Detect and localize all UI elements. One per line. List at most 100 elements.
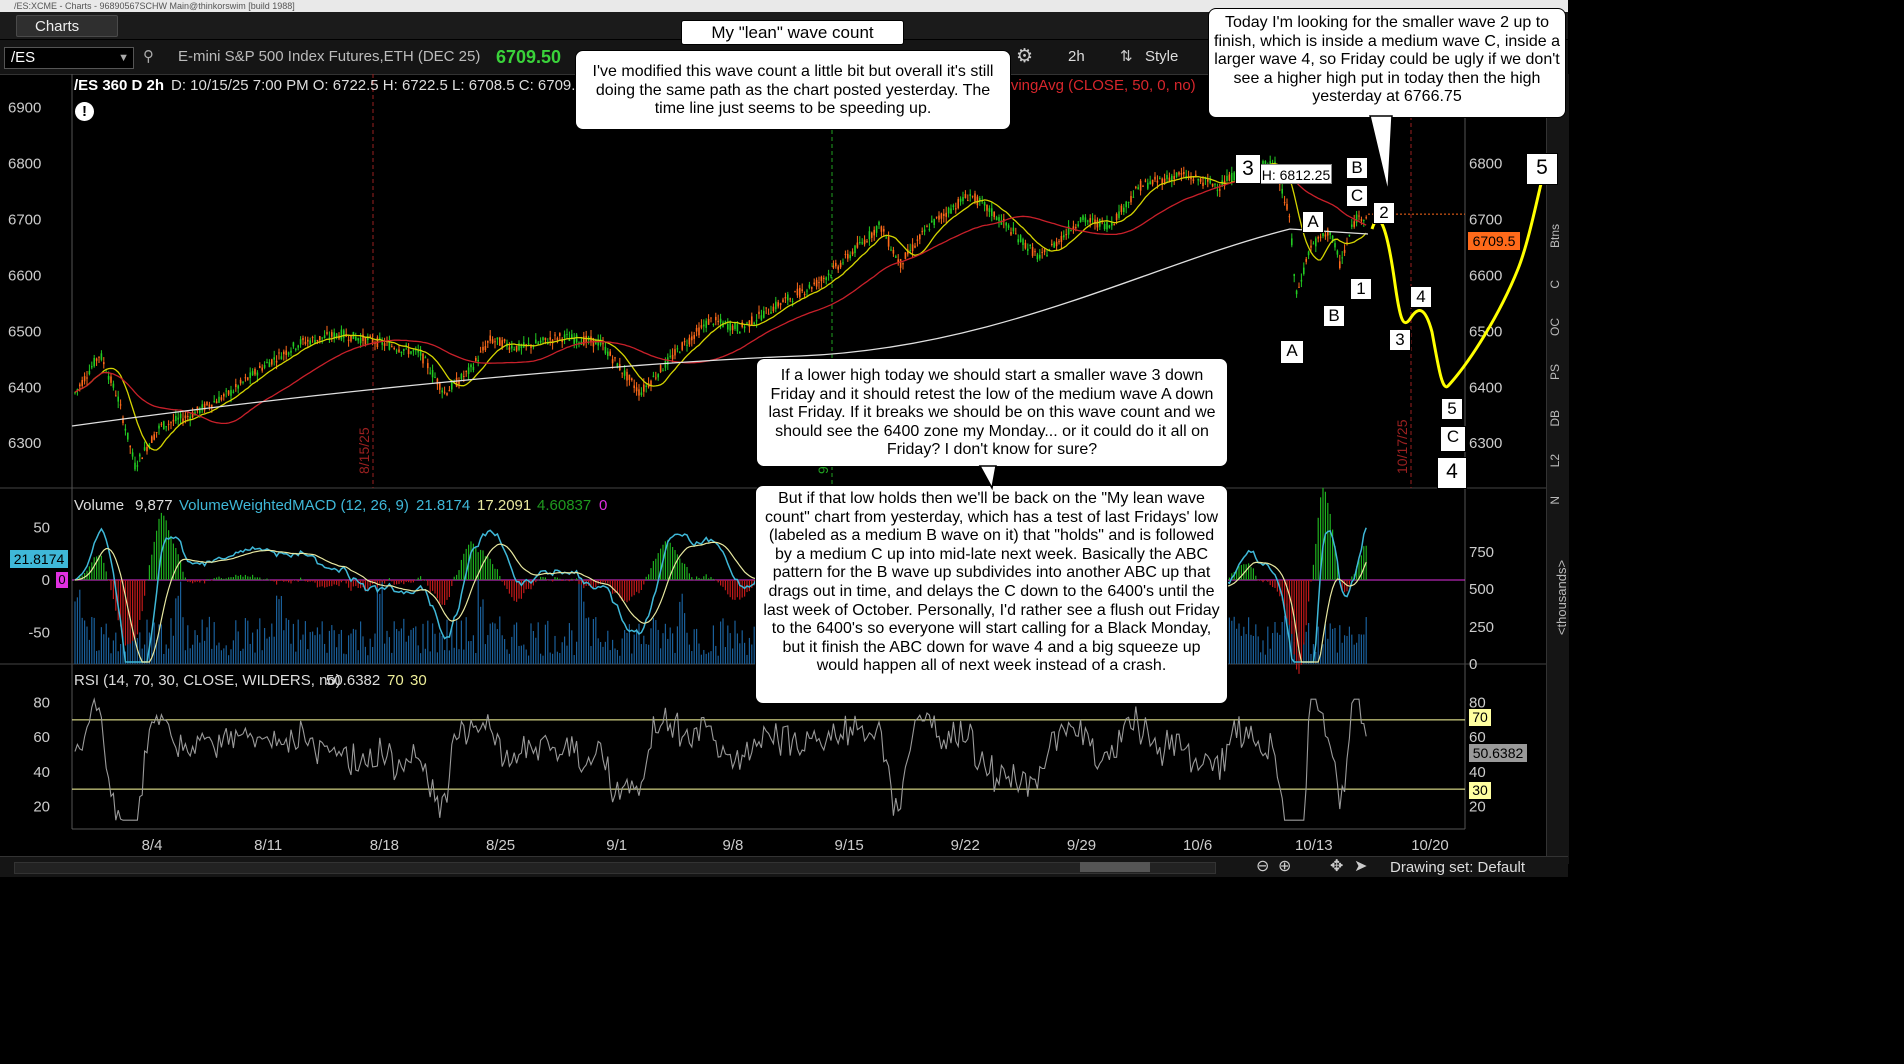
candle-body [736,324,739,332]
candle-body [362,334,364,341]
macd-diff-bar [340,580,342,583]
candle-body [717,320,719,322]
candle-body [801,289,803,291]
volume-bar [146,619,148,664]
candle-body [933,218,935,226]
volume-bar [117,651,119,664]
volume-bar [376,580,378,664]
zoom-in-icon[interactable]: ⊕ [1278,858,1292,875]
volume-bar [432,623,434,664]
zoom-out-icon[interactable]: ⊖ [1256,858,1270,875]
tab-charts[interactable]: Charts [16,15,118,37]
macd-diff-bar [679,558,681,580]
candle-body [1130,195,1132,203]
macd-diff-bar [648,574,650,580]
macd-diff-bar [278,580,280,581]
volume-bar [566,645,568,664]
scrollbar-thumb[interactable] [1080,862,1150,872]
candle-body [554,334,556,336]
candle-body [955,208,957,210]
volume-bar [583,601,585,664]
volume-bar [360,621,362,664]
chevron-down-icon[interactable]: ▼ [118,52,129,64]
volume-bar [261,650,263,664]
volume-bar [115,632,117,664]
macd-diff-bar [331,580,333,587]
macd-diff-bar [1274,580,1276,588]
candle-body [758,311,760,315]
candle-body [1108,225,1111,228]
candle-body [1149,181,1151,185]
x-tick-label: 8/25 [486,837,515,854]
macd-diff-bar [432,580,434,591]
style-button[interactable]: Style [1145,48,1179,65]
candle-body [1262,161,1264,164]
macd-diff-bar [369,580,371,586]
event-line-label: 8/15/25 [356,427,372,474]
macd-diff-bar [252,574,254,580]
macd-diff-bar [1236,568,1238,580]
candle-body [1298,286,1300,288]
volume-bar [331,625,333,664]
scrollbar[interactable] [14,862,1216,874]
volume-bar [511,636,513,664]
timeframe-button[interactable]: 2h [1068,48,1085,65]
candle-body [1209,179,1211,184]
event-line-label: 10/17/25 [1394,419,1410,474]
volume-bar [746,654,748,664]
volume-bar [300,639,302,664]
macd-diff-bar [446,580,448,600]
candle-body [1046,254,1048,257]
candle-body [1058,241,1060,243]
candle-body [129,445,131,448]
volume-bar [602,646,604,664]
style-icon[interactable]: ⇅ [1120,48,1133,65]
candle-body [328,337,331,339]
alert-icon[interactable]: ! [75,102,94,121]
volume-bar [516,622,518,664]
candle-body [323,335,326,339]
macd-label: VolumeWeightedMACD (12, 26, 9) [179,497,409,514]
cursor-icon[interactable]: ➤ [1354,858,1368,875]
macd-diff-bar [379,580,381,584]
volume-bar [338,634,340,664]
pin-icon[interactable]: ⚲ [143,48,154,65]
macd-diff-bar [472,543,474,580]
candle-body [424,357,427,359]
candle-body [1197,178,1199,181]
macd-diff-bar [256,577,258,580]
volume-bar [1291,620,1293,664]
macd-diff-bar [350,580,352,591]
candle-body [724,321,727,323]
volume-bar [532,630,534,664]
volume-bar [573,655,575,664]
candle-body [1043,249,1046,253]
volume-bar [1262,640,1264,664]
drawing-set[interactable]: Drawing set: Default [1390,859,1526,876]
candle-body [959,198,962,202]
candle-body [1312,243,1315,245]
symbol-input[interactable]: /ES ▼ [4,47,134,69]
candle-body [1017,239,1019,243]
volume-bar [122,635,124,664]
volume-bar [374,633,376,664]
volume-bar [568,623,570,664]
gear-icon[interactable]: ⚙ [1016,46,1034,67]
candle-body [115,395,117,397]
volume-bar [1324,623,1326,664]
volume-bar [223,648,225,664]
candle-body [261,367,263,371]
macd-diff-bar [271,580,273,581]
x-tick-label: 9/15 [834,837,863,854]
candle-body [571,334,573,340]
volume-bar [247,620,249,664]
pan-icon[interactable]: ✥ [1330,858,1344,875]
candle-body [237,385,239,389]
candle-body [100,353,103,360]
candle-body [283,351,285,355]
candle-body [487,341,489,343]
macd-diff-bar [170,535,172,580]
macd-diff-bar [568,580,570,582]
x-tick-label: 8/4 [142,837,163,854]
candle-body [909,250,911,252]
